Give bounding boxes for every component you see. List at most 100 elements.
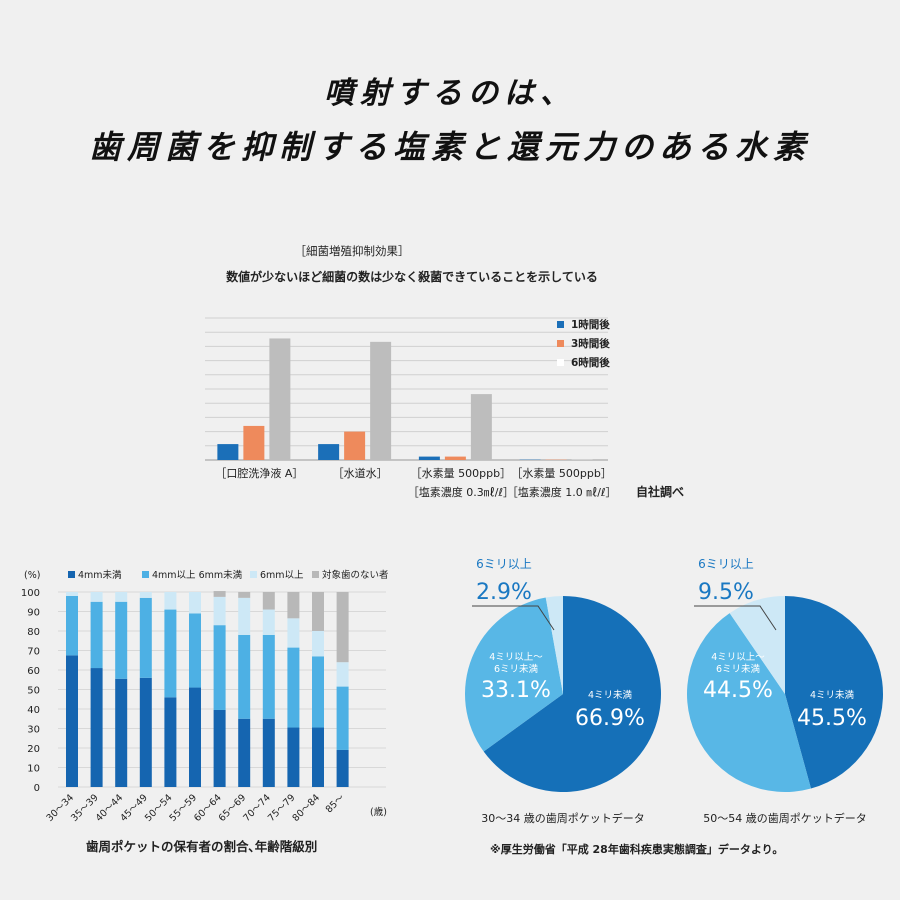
chart2-bar-segment <box>66 592 78 596</box>
chart2-bar-segment <box>238 634 251 719</box>
chart1-bar <box>444 456 466 460</box>
pie-slice-value: 45.5% <box>797 706 867 731</box>
chart2-legend-label: 6mm以上 <box>260 570 304 581</box>
pie-slice <box>483 596 661 792</box>
chart1-legend-label: 3時間後 <box>571 337 610 350</box>
chart2-bar-segment <box>164 592 177 610</box>
chart2-bar-segment <box>262 718 275 787</box>
chart2-bar-segment <box>287 618 300 648</box>
chart2-bar-segment <box>336 749 349 787</box>
chart2-bar-segment <box>139 597 152 678</box>
chart2-legend-swatch <box>68 571 75 578</box>
chart1-bar <box>470 394 492 460</box>
chart1-category-label: ［口腔洗浄液 A］ <box>215 466 303 480</box>
chart2-ytick-label: 50 <box>27 686 40 697</box>
chart1-category-label: ［水道水］ <box>333 466 388 480</box>
pie-slice-value: 66.9% <box>575 706 645 731</box>
headline-line-1: 噴射するのは、 <box>324 76 576 111</box>
pie-slice <box>729 596 785 694</box>
chart2-ytick-label: 100 <box>21 588 40 599</box>
chart2-bar-segment <box>238 597 251 635</box>
chart2-bar-segment <box>164 697 177 787</box>
chart2-bar-segment <box>336 592 349 663</box>
chart2-bar-segment <box>66 655 78 787</box>
pie-slice-label: 6ミリ未満 <box>494 663 539 675</box>
chart2-legend-label: 4mm以上 6mm未満 <box>152 569 243 581</box>
chart1-category-label: ［塩素濃度 0.3㎖/ℓ］ <box>408 485 514 499</box>
chart2-ytick-label: 30 <box>27 725 40 736</box>
chart2-bar-segment <box>312 727 324 787</box>
chart2-bar-segment <box>262 592 275 610</box>
pie-chart-50-54: 4ミリ未満 45.5% 4ミリ以上～6ミリ未満 44.5% 6ミリ以上 9.5% 50～54… <box>687 557 883 825</box>
chart2-bar-segment <box>139 677 152 787</box>
pie-slice-value: 9.5% <box>698 580 754 605</box>
chart2-bar-segment <box>139 592 152 598</box>
chart2-bar-segment <box>189 687 201 787</box>
periodontal-stacked-bar-chart: (%) 4mm未満 4mm以上 6mm未満 6mm以上 対象歯のない者 0 10 20 30 40… <box>21 569 389 854</box>
chart2-bar-segment <box>213 625 226 710</box>
chart2-bar-segment <box>213 591 226 597</box>
chart2-bar-segment <box>90 592 103 602</box>
chart2-bar-segment <box>287 727 300 787</box>
chart1-bar <box>370 341 392 460</box>
pie-slice-label: 4ミリ未満 <box>810 689 855 701</box>
chart1-subtitle: 数値が少ないほど細菌の数は少なく殺菌できていることを示している <box>226 269 598 284</box>
chart2-legend-label: 対象歯のない者 <box>322 569 389 581</box>
pie-title: 30～34 歳の歯周ポケットデータ <box>481 811 645 825</box>
pie-slice-value: 33.1% <box>481 678 551 703</box>
pie-slice <box>687 613 811 792</box>
pie-slice-value: 44.5% <box>703 678 773 703</box>
chart2-xtick-label: 85～ <box>324 792 347 815</box>
pie-title: 50～54 歳の歯周ポケットデータ <box>703 811 867 825</box>
chart2-bar-segment <box>164 609 177 698</box>
pie-slice-label: 4ミリ未満 <box>588 689 633 701</box>
chart1-bar <box>243 425 265 460</box>
chart2-bar-segment <box>213 709 226 787</box>
chart1-bar <box>344 431 366 460</box>
chart2-unit-label: (%) <box>24 570 40 581</box>
chart2-bar-segment <box>312 592 324 631</box>
headline-line-2: 歯周菌を抑制する塩素と還元力のある水素 <box>88 128 811 166</box>
chart1-bar <box>269 338 291 460</box>
pie-leader-line <box>472 605 555 631</box>
chart2-bar-segment <box>115 592 128 602</box>
pie-slice-label: 6ミリ未満 <box>716 663 761 675</box>
pie-chart-30-34: 4ミリ未満 66.9% 4ミリ以上～6ミリ未満 33.1% 6ミリ以上 2.9% 30～34… <box>465 557 661 825</box>
chart2-bar-segment <box>287 647 300 728</box>
pie-slice-label: 4ミリ以上～ <box>711 652 765 663</box>
chart1-bar <box>418 456 440 460</box>
source-note: ※厚生労働省「平成 28年歯科疾患実態調査」データより。 <box>490 843 784 856</box>
pie-slice <box>785 596 883 789</box>
chart2-ytick-label: 80 <box>27 627 40 638</box>
chart2-bar-segment <box>336 686 349 750</box>
chart1-bar <box>318 444 340 460</box>
chart1-category-label: ［水素量 500ppb］ <box>511 467 611 480</box>
chart2-legend-swatch <box>250 571 257 578</box>
chart2-bar-segment <box>336 662 349 687</box>
chart1-category-label: ［塩素濃度 1.0 ㎖/ℓ］ <box>507 485 617 499</box>
chart2-bar-segment <box>90 601 103 669</box>
chart2-bar-segment <box>213 596 226 626</box>
chart2-ytick-label: 40 <box>27 705 40 716</box>
chart2-bar-segment <box>238 718 251 787</box>
chart2-title: 歯周ポケットの保有者の割合､年齢階級別 <box>86 839 317 854</box>
chart2-bar-segment <box>115 678 128 787</box>
chart1-note: 自社調べ <box>636 484 684 499</box>
chart2-legend-swatch <box>142 571 149 578</box>
chart2-bar-segment <box>66 595 78 656</box>
chart2-bar-segment <box>312 631 324 657</box>
chart2-ytick-label: 10 <box>27 764 40 775</box>
chart1-legend-swatch <box>557 321 564 328</box>
chart2-legend-swatch <box>312 571 319 578</box>
chart1-legend-label: 1時間後 <box>571 318 610 331</box>
chart2-bar-segment <box>312 656 324 728</box>
bacteria-bar-chart: ［細菌増殖抑制効果］ 数値が少ないほど細菌の数は少なく殺菌できていることを示してい… <box>205 244 684 499</box>
chart2-bar-segment <box>189 613 201 688</box>
chart2-ytick-label: 0 <box>34 783 40 794</box>
chart1-legend-swatch <box>557 340 564 347</box>
chart1-legend-swatch <box>557 359 564 366</box>
pie-slice-value: 2.9% <box>476 580 532 605</box>
chart2-xtick-label: 80～84 <box>291 792 323 824</box>
chart2-bar-segment <box>115 601 128 679</box>
chart2-ytick-label: 70 <box>27 647 40 658</box>
